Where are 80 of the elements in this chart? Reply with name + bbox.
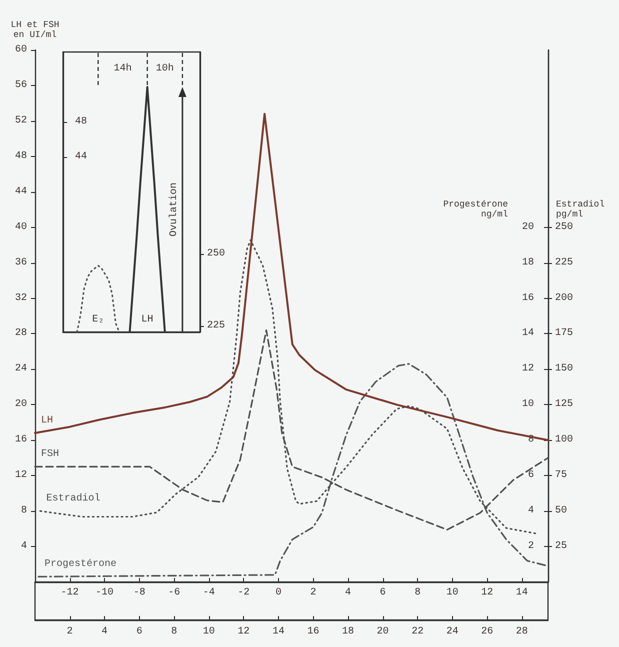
y3-tick-label: 100 [555,434,574,446]
x2-tick-label: 20 [376,626,389,638]
x-tick-label: 6 [380,588,386,598]
y-tick-label: 44 [14,186,27,198]
x-tick-label: 10 [446,588,458,598]
x2-tick-label: 18 [342,626,354,638]
x2-tick-label: 16 [307,626,320,638]
x-tick-label: -6 [168,588,180,598]
y3-tick-label: 225 [555,257,574,268]
annotation: 14h [114,62,132,75]
series-label: Estradiol [46,492,100,505]
y2-axis-title: Progestérone ng/ml [443,199,508,220]
y2-tick-label: 250 [207,248,226,260]
y-axis-title: LH et FSH en UI/ml [10,20,60,40]
y2-tick-label: 225 [207,320,226,332]
y-tick-label: 32 [14,292,27,304]
x-tick-label: 12 [481,588,494,598]
y-tick-label: 4 [20,541,27,552]
series-label: FSH [41,449,60,460]
series-label: LH [41,416,54,427]
x2-tick-label: 26 [481,626,494,638]
y-tick-label: 40 [14,222,27,233]
y-tick-label: 24 [14,364,27,375]
series-label: Progestérone [44,558,116,570]
x2-tick-label: 12 [238,626,250,638]
y3-tick-label: 25 [555,541,568,552]
y-tick-label: 48 [14,150,27,162]
series-label: E₂ [92,314,104,326]
y2-tick-label: 4 [528,506,534,517]
y3-tick-label: 50 [555,506,568,517]
y-tick-label: 60 [14,44,27,56]
y2-tick-label: 14 [522,328,534,340]
x2-tick-label: 6 [136,626,142,638]
y2-tick-label: 16 [522,292,534,304]
x2-tick-label: 4 [102,626,108,638]
x2-tick-label: 24 [446,626,458,638]
y2-tick-label: 2 [528,541,534,552]
x2-tick-label: 2 [66,626,73,638]
x-tick-label: 4 [345,588,352,598]
line-series [34,112,549,442]
y2-tick-label: 10 [522,399,534,410]
y3-tick-label: 125 [555,399,574,410]
y-tick-label: 28 [14,328,27,340]
x2-tick-label: 8 [171,626,178,638]
y3-axis-title: Estradiol pg/ml [556,199,605,220]
annotation: 10h [156,62,174,75]
x2-tick-label: 22 [412,626,424,638]
x-tick-label: -12 [60,588,79,598]
y3-tick-label: 75 [555,470,568,482]
x-tick-label: 8 [414,588,421,598]
y-tick-label: 52 [14,115,27,126]
y-tick-label: 8 [20,506,27,517]
y-tick-label: 36 [14,257,27,268]
y2-tick-label: 6 [528,470,534,482]
x-tick-label: 0 [275,588,282,598]
y-tick-label: 16 [14,434,27,446]
x2-tick-label: 10 [202,626,215,638]
y2-tick-label: 18 [522,257,534,268]
x-tick-label: 14 [516,588,528,598]
x-tick-label: -4 [202,588,215,598]
y-tick-label: 48 [75,116,88,128]
x-tick-label: -2 [238,588,250,598]
y-tick-label: 20 [14,399,27,410]
y3-tick-label: 150 [555,364,574,375]
y2-tick-label: 12 [522,364,534,375]
y3-tick-label: 175 [555,328,574,340]
y3-tick-label: 250 [555,222,574,233]
y-tick-label: 56 [14,80,27,91]
x-tick-label: -8 [133,588,146,598]
x-tick-label: -10 [96,588,114,598]
x2-tick-label: 14 [272,626,284,638]
line-series [76,264,120,333]
series-label: LH [141,314,154,326]
y-tick-label: 12 [14,470,27,482]
y2-tick-label: 20 [522,222,534,233]
y3-tick-label: 200 [555,292,574,304]
x2-tick-label: 28 [516,626,528,638]
y-tick-label: 44 [75,152,88,162]
annotation: Ovulation [168,182,180,237]
x-tick-label: 2 [310,588,316,598]
